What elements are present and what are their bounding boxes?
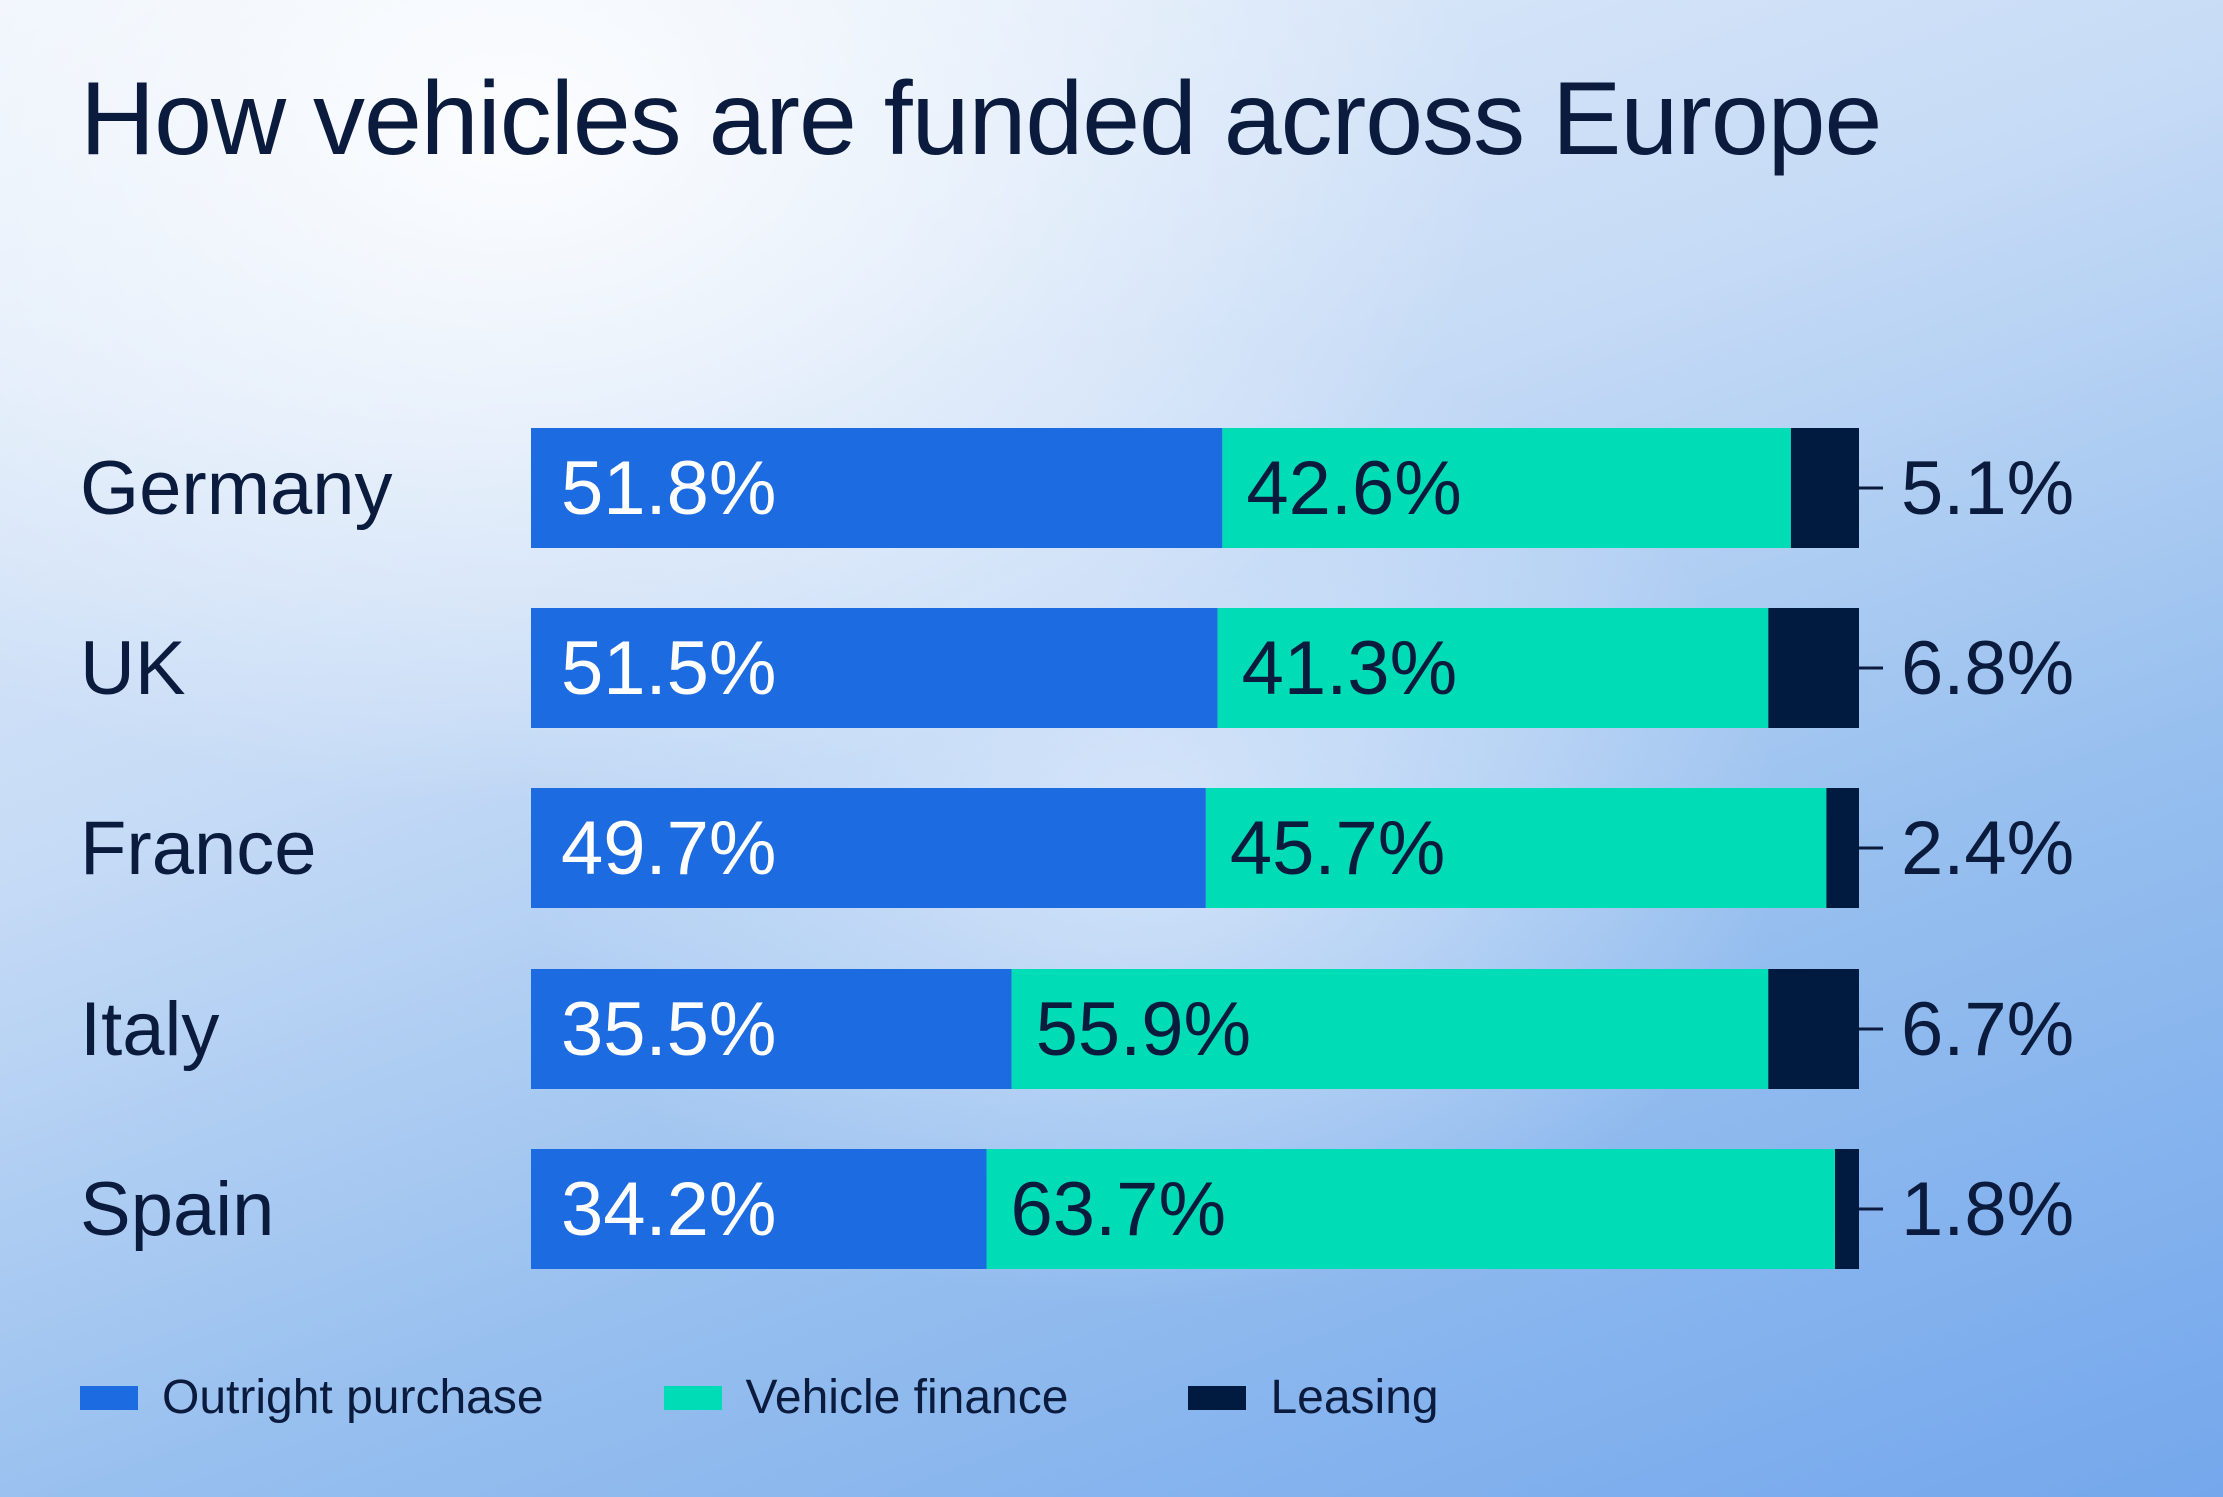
legend-swatch-vehicle-finance bbox=[663, 1385, 722, 1410]
category-label-uk: UK bbox=[80, 626, 186, 711]
category-label-france: France bbox=[80, 806, 317, 891]
data-label-outright-purchase-italy: 35.5% bbox=[561, 987, 777, 1072]
legend-label-vehicle-finance: Vehicle finance bbox=[745, 1371, 1069, 1424]
data-label-vehicle-finance-germany: 42.6% bbox=[1246, 446, 1462, 531]
category-label-germany: Germany bbox=[80, 446, 393, 531]
bar-leasing-france bbox=[1826, 788, 1859, 908]
data-label-leasing-italy: 6.7% bbox=[1901, 987, 2074, 1072]
bar-leasing-spain bbox=[1835, 1149, 1859, 1269]
data-label-vehicle-finance-spain: 63.7% bbox=[1011, 1167, 1227, 1252]
data-label-outright-purchase-spain: 34.2% bbox=[561, 1167, 777, 1252]
bar-leasing-germany bbox=[1790, 428, 1859, 548]
bar-outright-purchase-germany bbox=[531, 428, 1223, 548]
data-label-leasing-uk: 6.8% bbox=[1901, 626, 2074, 711]
bar-vehicle-finance-germany bbox=[1222, 428, 1791, 548]
legend-label-leasing: Leasing bbox=[1270, 1371, 1439, 1424]
bar-vehicle-finance-france bbox=[1205, 788, 1827, 908]
legend-swatch-leasing bbox=[1188, 1385, 1247, 1410]
legend-item-leasing: Leasing bbox=[1188, 1370, 1439, 1425]
data-label-outright-purchase-germany: 51.8% bbox=[561, 446, 777, 531]
chart-title: How vehicles are funded across Europe bbox=[80, 61, 1882, 177]
bar-vehicle-finance-italy bbox=[1011, 969, 1769, 1089]
legend-item-vehicle-finance: Vehicle finance bbox=[663, 1370, 1069, 1425]
data-label-vehicle-finance-italy: 55.9% bbox=[1036, 987, 1252, 1072]
bar-vehicle-finance-spain bbox=[986, 1149, 1836, 1269]
legend-label-outright-purchase: Outright purchase bbox=[162, 1371, 544, 1424]
data-label-outright-purchase-france: 49.7% bbox=[561, 806, 777, 891]
bar-vehicle-finance-uk bbox=[1217, 608, 1769, 728]
bar-leasing-italy bbox=[1768, 969, 1859, 1089]
legend-swatch-outright-purchase bbox=[80, 1385, 138, 1410]
legend: Outright purchase Vehicle finance Leasin… bbox=[80, 1370, 1439, 1425]
data-label-leasing-france: 2.4% bbox=[1901, 806, 2074, 891]
data-label-vehicle-finance-uk: 41.3% bbox=[1242, 626, 1458, 711]
category-label-spain: Spain bbox=[80, 1167, 274, 1252]
data-label-vehicle-finance-france: 45.7% bbox=[1230, 806, 1446, 891]
category-label-italy: Italy bbox=[80, 987, 219, 1072]
stacked-bar-chart: Germany 51.8% 42.6% 5.1% UK 51.5% 41.3% 6.8% Fra… bbox=[80, 428, 2074, 1269]
data-label-leasing-germany: 5.1% bbox=[1901, 446, 2074, 531]
bar-outright-purchase-uk bbox=[531, 608, 1218, 728]
bar-leasing-uk bbox=[1768, 608, 1859, 728]
bar-outright-purchase-spain bbox=[531, 1149, 987, 1269]
data-label-leasing-spain: 1.8% bbox=[1901, 1167, 2074, 1252]
data-label-outright-purchase-uk: 51.5% bbox=[561, 626, 777, 711]
bar-outright-purchase-italy bbox=[531, 969, 1012, 1089]
bar-outright-purchase-france bbox=[531, 788, 1206, 908]
legend-item-outright-purchase: Outright purchase bbox=[80, 1370, 544, 1425]
